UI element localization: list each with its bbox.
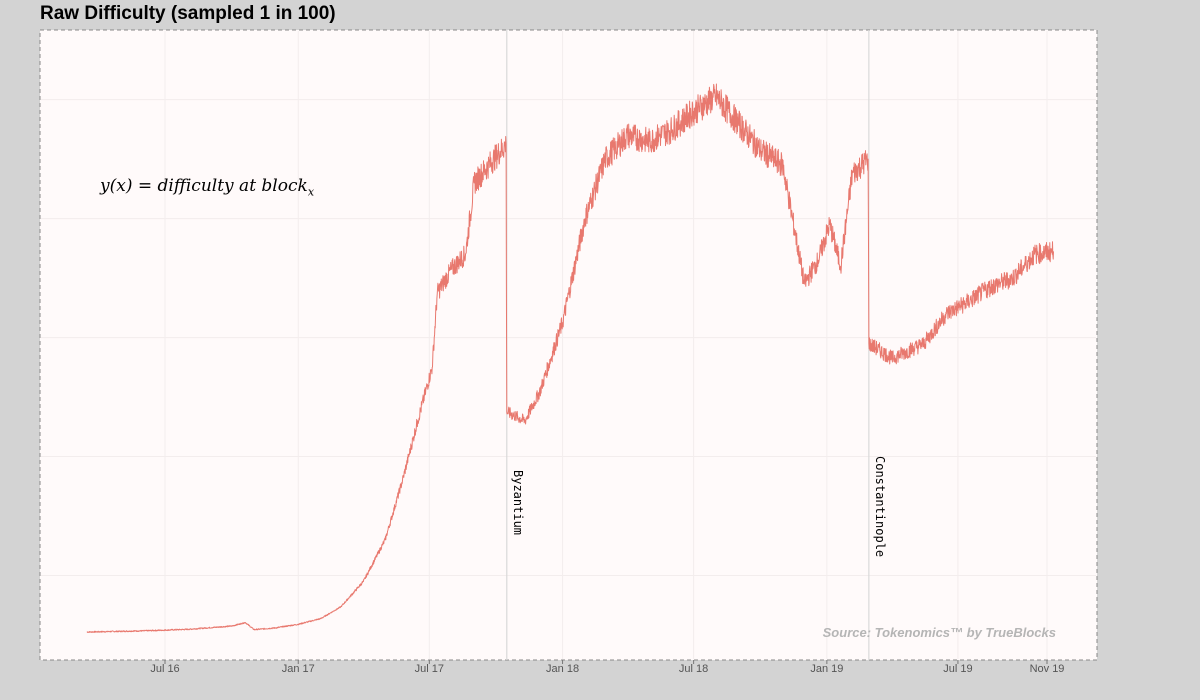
formula-annotation: y(x) = difficulty at blockx bbox=[100, 176, 314, 198]
chart-title: Raw Difficulty (sampled 1 in 100) bbox=[40, 3, 336, 24]
difficulty-series-line bbox=[86, 83, 1054, 633]
x-tick-label: Jul 19 bbox=[943, 663, 973, 675]
x-tick-label: Jan 17 bbox=[281, 663, 315, 675]
plot-panel bbox=[39, 29, 1098, 661]
x-tick-label: Jul 17 bbox=[414, 663, 444, 675]
x-tick-label: Jan 19 bbox=[810, 663, 844, 675]
event-label-byzantium: Byzantium bbox=[510, 470, 525, 536]
x-tick-label: Nov 19 bbox=[1029, 663, 1065, 675]
event-label-constantinople: Constantinople bbox=[872, 456, 887, 558]
formula-subscript: x bbox=[307, 185, 315, 199]
tick-layer bbox=[164, 660, 1048, 664]
line-layer bbox=[86, 83, 1054, 633]
x-tick-label: Jul 18 bbox=[678, 663, 709, 675]
formula-text: y(x) = difficulty at block bbox=[100, 176, 308, 196]
x-tick-label: Jul 16 bbox=[150, 663, 180, 675]
source-note: Source: Tokenomics™ by TrueBlocks bbox=[822, 625, 1056, 640]
grid-layer bbox=[41, 31, 1096, 659]
x-tick-label: Jan 18 bbox=[546, 663, 580, 675]
